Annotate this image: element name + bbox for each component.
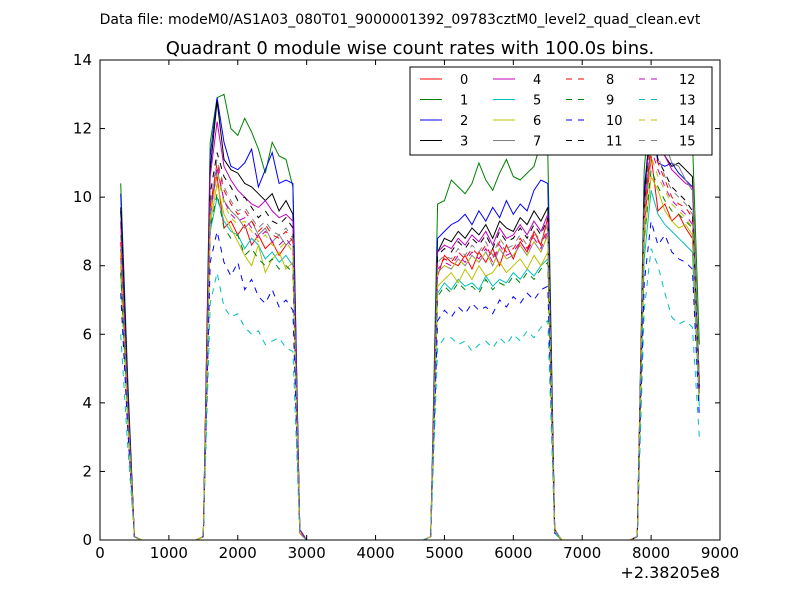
legend-label-4: 4	[533, 73, 541, 88]
legend-label-12: 12	[679, 73, 696, 88]
y-tick-label: 4	[82, 394, 92, 412]
x-tick-label: 1000	[150, 544, 188, 562]
chart-title: Quadrant 0 module wise count rates with …	[166, 38, 655, 59]
y-tick-label: 14	[73, 51, 92, 69]
x-tick-label: 5000	[425, 544, 463, 562]
legend-label-13: 13	[679, 94, 696, 109]
legend-label-6: 6	[533, 114, 541, 129]
y-tick-label: 0	[82, 531, 92, 549]
legend-label-5: 5	[533, 94, 541, 109]
x-tick-label: 6000	[494, 544, 532, 562]
legend-label-11: 11	[606, 135, 623, 150]
legend-label-8: 8	[606, 73, 614, 88]
y-tick-label: 12	[73, 120, 92, 138]
legend-box	[409, 66, 713, 156]
legend-label-9: 9	[606, 94, 614, 109]
legend-label-14: 14	[679, 114, 696, 129]
x-tick-label: 7000	[563, 544, 601, 562]
legend-label-3: 3	[460, 135, 468, 150]
legend-label-15: 15	[679, 135, 696, 150]
x-axis: 0 1000 2000 3000 4000 5000 6000 7000 8000 9000	[95, 60, 739, 562]
legend-label-10: 10	[606, 114, 623, 129]
y-tick-label: 6	[82, 325, 92, 343]
y-tick-label: 10	[73, 188, 92, 206]
x-tick-label: 9000	[701, 544, 739, 562]
x-tick-label: 3000	[288, 544, 326, 562]
legend-label-0: 0	[460, 73, 468, 88]
plot-lines	[120, 89, 700, 541]
x-tick-label: 2000	[219, 544, 257, 562]
x-tick-label: 0	[95, 544, 105, 562]
x-tick-label: 4000	[356, 544, 394, 562]
x-offset-label: +2.38205e8	[620, 563, 720, 582]
legend-label-7: 7	[533, 135, 541, 150]
suptitle: Data file: modeM0/AS1A03_080T01_90000013…	[100, 12, 701, 28]
series-line-14	[120, 155, 700, 541]
y-tick-label: 8	[82, 257, 92, 275]
legend-label-1: 1	[460, 94, 468, 109]
legend-label-2: 2	[460, 114, 468, 129]
x-tick-label: 8000	[632, 544, 670, 562]
plot-frame	[99, 59, 721, 541]
y-tick-label: 2	[82, 462, 92, 480]
